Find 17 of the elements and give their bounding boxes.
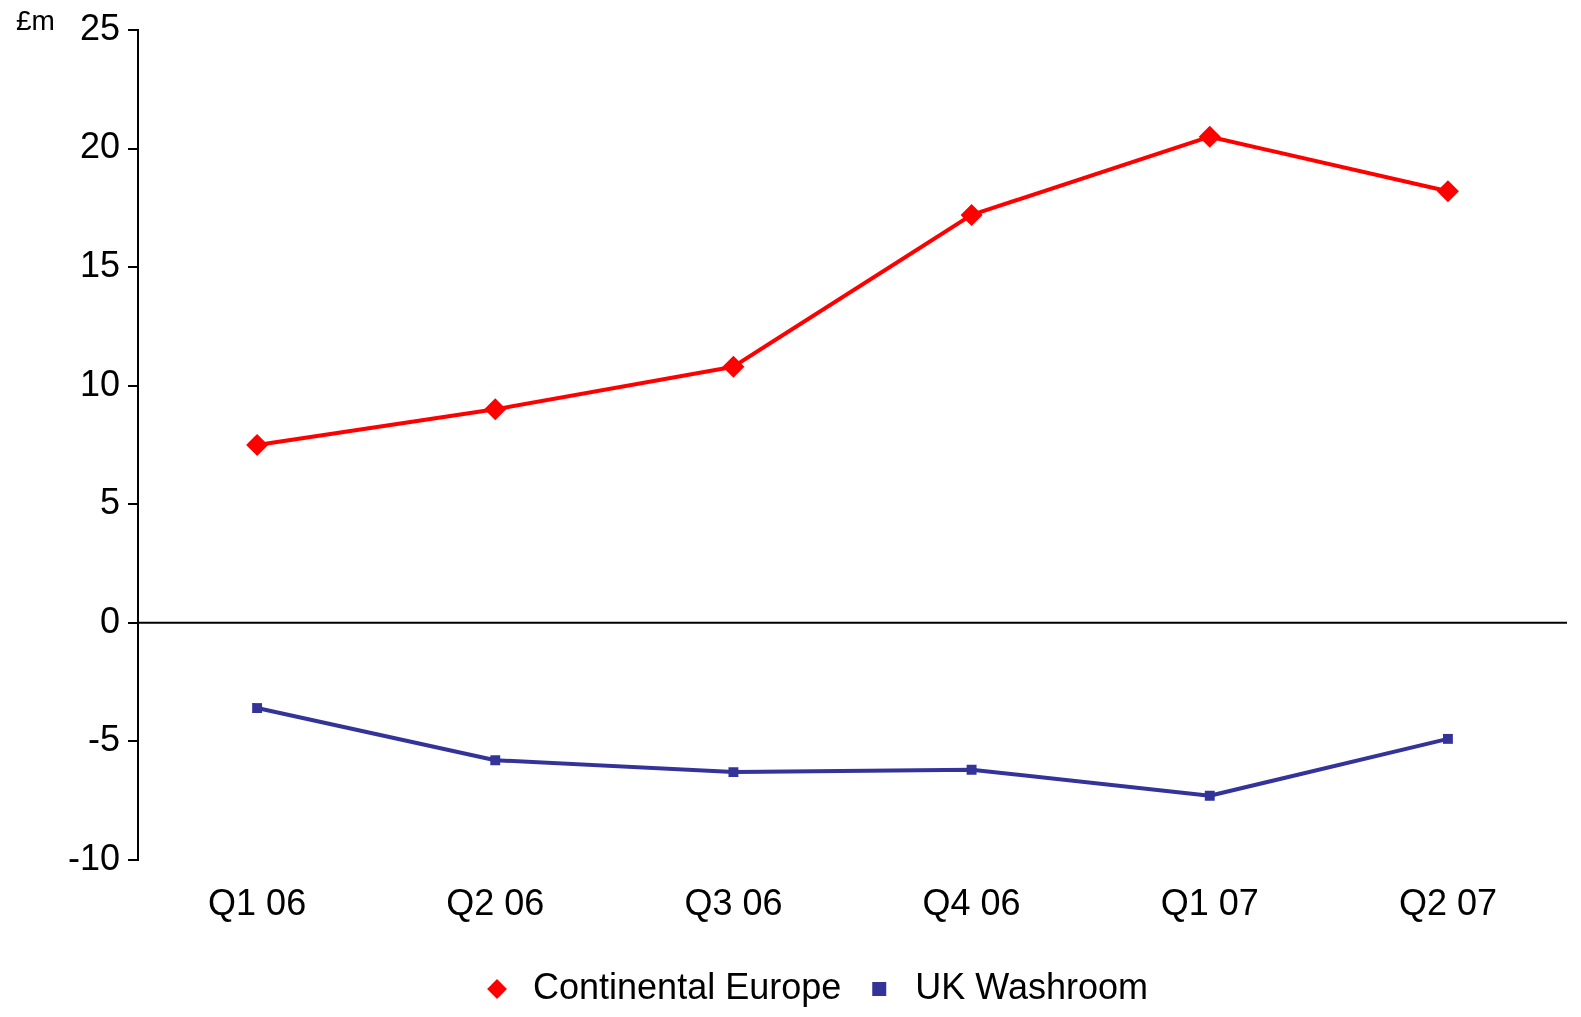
- y-tick-label: -5: [88, 718, 121, 760]
- y-tick-label: -10: [68, 836, 121, 878]
- legend-label: UK Washroom: [915, 965, 1148, 1007]
- y-tick-label: 25: [79, 6, 121, 48]
- y-tick-label: 20: [79, 125, 121, 167]
- y-axis-title: £m: [16, 4, 55, 36]
- y-tick-label: 0: [100, 599, 121, 641]
- x-tick-label: Q1 06: [208, 882, 307, 924]
- x-tick-label: Q4 06: [922, 882, 1021, 924]
- x-tick-label: Q2 07: [1398, 882, 1497, 924]
- x-tick-label: Q3 06: [684, 882, 783, 924]
- x-tick-label: Q2 06: [446, 882, 545, 924]
- x-tick-label: Q1 07: [1160, 882, 1259, 924]
- y-tick-label: 5: [100, 481, 121, 523]
- y-tick-label: 15: [79, 244, 121, 286]
- legend-label: Continental Europe: [533, 965, 842, 1007]
- y-tick-label: 10: [79, 362, 121, 404]
